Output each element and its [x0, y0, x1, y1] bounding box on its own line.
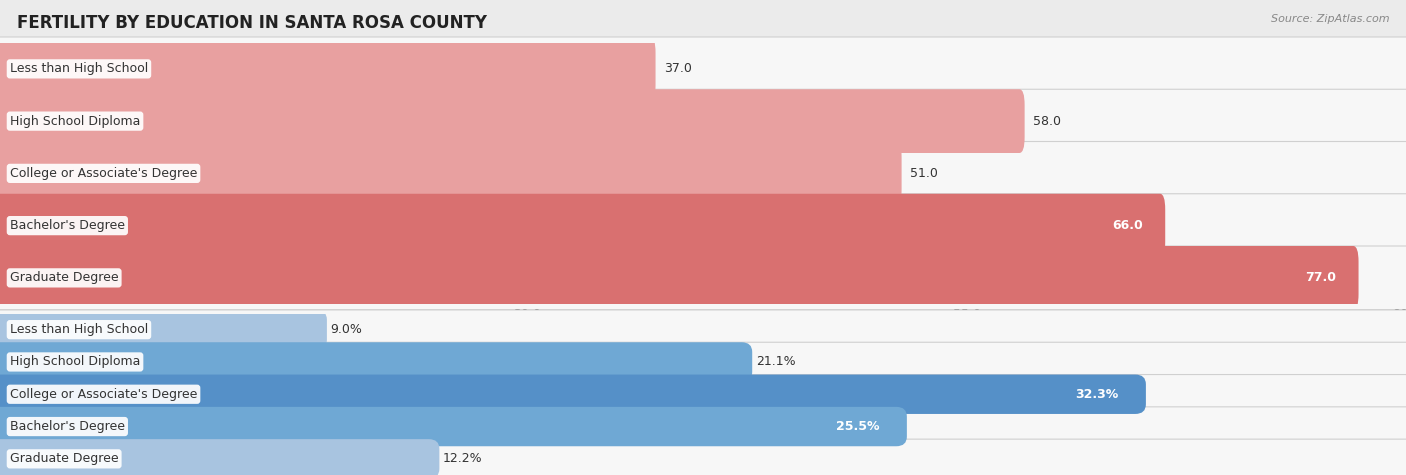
Text: Less than High School: Less than High School [10, 323, 148, 336]
FancyBboxPatch shape [0, 142, 901, 205]
Text: College or Associate's Degree: College or Associate's Degree [10, 388, 197, 401]
FancyBboxPatch shape [0, 194, 1406, 257]
FancyBboxPatch shape [0, 342, 1406, 381]
FancyBboxPatch shape [0, 375, 1406, 414]
FancyBboxPatch shape [0, 246, 1406, 310]
FancyBboxPatch shape [0, 89, 1406, 153]
Text: Bachelor's Degree: Bachelor's Degree [10, 420, 125, 433]
FancyBboxPatch shape [0, 194, 1166, 257]
Text: Less than High School: Less than High School [10, 62, 148, 76]
Text: College or Associate's Degree: College or Associate's Degree [10, 167, 197, 180]
Text: 58.0: 58.0 [1033, 114, 1062, 128]
Text: 25.5%: 25.5% [837, 420, 880, 433]
Text: Graduate Degree: Graduate Degree [10, 271, 118, 285]
FancyBboxPatch shape [0, 407, 907, 446]
FancyBboxPatch shape [0, 375, 1146, 414]
FancyBboxPatch shape [0, 37, 655, 101]
Text: 37.0: 37.0 [664, 62, 692, 76]
Text: 9.0%: 9.0% [330, 323, 363, 336]
FancyBboxPatch shape [0, 439, 1406, 475]
Text: 32.3%: 32.3% [1076, 388, 1118, 401]
FancyBboxPatch shape [0, 310, 1406, 349]
FancyBboxPatch shape [0, 439, 439, 475]
Text: 51.0: 51.0 [911, 167, 938, 180]
FancyBboxPatch shape [0, 407, 1406, 446]
Text: Graduate Degree: Graduate Degree [10, 452, 118, 466]
Text: Bachelor's Degree: Bachelor's Degree [10, 219, 125, 232]
Text: 21.1%: 21.1% [756, 355, 796, 369]
Text: High School Diploma: High School Diploma [10, 355, 141, 369]
FancyBboxPatch shape [0, 89, 1025, 153]
Text: 77.0: 77.0 [1305, 271, 1336, 285]
FancyBboxPatch shape [0, 310, 326, 349]
FancyBboxPatch shape [0, 246, 1358, 310]
Text: 66.0: 66.0 [1112, 219, 1143, 232]
Text: FERTILITY BY EDUCATION IN SANTA ROSA COUNTY: FERTILITY BY EDUCATION IN SANTA ROSA COU… [17, 14, 486, 32]
Text: 12.2%: 12.2% [443, 452, 482, 466]
Text: High School Diploma: High School Diploma [10, 114, 141, 128]
Text: Source: ZipAtlas.com: Source: ZipAtlas.com [1271, 14, 1389, 24]
FancyBboxPatch shape [0, 342, 752, 381]
FancyBboxPatch shape [0, 37, 1406, 101]
FancyBboxPatch shape [0, 142, 1406, 205]
